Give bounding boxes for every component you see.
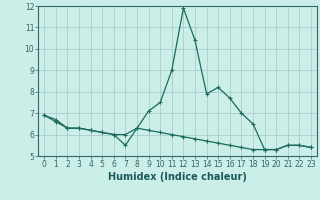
X-axis label: Humidex (Indice chaleur): Humidex (Indice chaleur) <box>108 172 247 182</box>
